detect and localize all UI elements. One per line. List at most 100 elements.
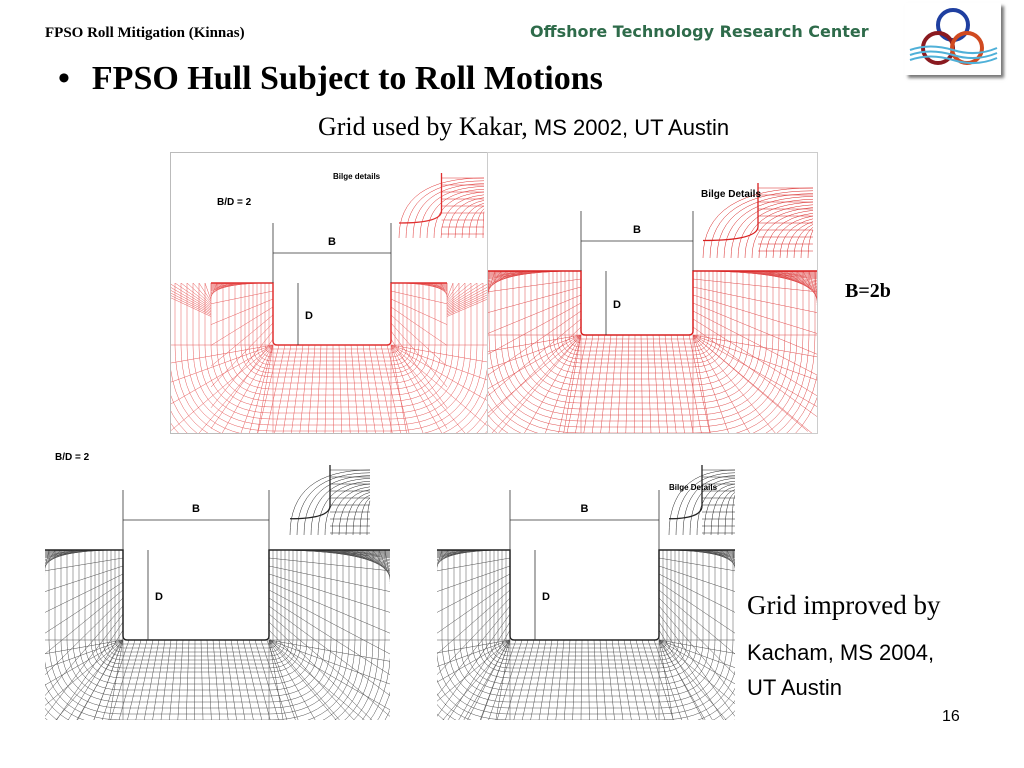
figure-kakar-1: B D B/D = 2 Bilge details	[123, 152, 541, 495]
grid-line	[344, 344, 351, 434]
grid-line	[210, 330, 274, 408]
grid-line	[185, 639, 190, 721]
grid-line	[157, 344, 274, 442]
inset-line	[345, 492, 371, 536]
grid-contour	[436, 549, 736, 645]
inset-line	[366, 500, 371, 536]
grid-line	[210, 322, 274, 388]
grid-line	[218, 639, 229, 721]
grid-contour	[487, 270, 818, 356]
inset-hull-corner	[398, 173, 443, 224]
grid-line	[647, 639, 674, 721]
grid-line	[291, 344, 304, 434]
grid-contour	[487, 270, 818, 344]
inset-line	[758, 210, 814, 259]
inset-line	[331, 486, 371, 536]
subtitle-sans: MS 2002, UT Austin	[527, 115, 730, 140]
inset-line	[352, 494, 371, 536]
grid-contour	[210, 282, 448, 396]
grid-line	[658, 581, 736, 634]
grid-line	[176, 344, 274, 461]
grid-line	[118, 639, 142, 721]
grid-contour	[44, 549, 391, 649]
grid-line	[265, 344, 286, 434]
bilge-detail-inset	[668, 469, 736, 536]
grid-line	[692, 294, 818, 334]
grid-line	[48, 639, 124, 768]
grid-contour	[44, 549, 391, 679]
inset-hull-corner	[702, 183, 759, 242]
grid-line	[200, 639, 204, 721]
grid-line	[436, 605, 511, 696]
grid-contour	[435, 549, 736, 715]
grid-line	[368, 344, 385, 434]
label-d: D	[542, 591, 550, 603]
grid-line	[676, 334, 694, 434]
grid-line	[206, 639, 212, 721]
grid-line	[436, 621, 511, 738]
grid-line	[629, 639, 649, 721]
grid-line	[692, 334, 824, 411]
grid-line	[390, 344, 488, 461]
grid-line	[44, 557, 124, 572]
grid-line	[350, 344, 359, 434]
grid-line	[587, 639, 590, 721]
label-d: D	[155, 591, 163, 603]
inset-line	[440, 194, 485, 239]
grid-line	[692, 310, 818, 376]
grid-line	[268, 621, 391, 738]
grid-line	[623, 639, 641, 721]
grid-line	[653, 639, 683, 721]
grid-line	[593, 639, 599, 721]
grid-line	[224, 639, 237, 721]
inset-line	[702, 187, 814, 259]
inset-line	[689, 478, 736, 536]
inset-line	[807, 229, 814, 259]
grid-line	[488, 639, 517, 721]
grid-contour	[44, 549, 391, 653]
page-number: 16	[942, 708, 960, 725]
grid-line	[44, 621, 124, 738]
hull-interior	[273, 153, 391, 345]
grid-line	[640, 334, 643, 434]
grid-line	[664, 334, 677, 434]
inset-line	[793, 224, 814, 259]
grid-line	[212, 639, 221, 721]
grid-contour	[210, 282, 448, 362]
grid-line	[658, 573, 736, 613]
grid-line	[379, 639, 511, 716]
subtitle-serif: Grid used by Kakar,	[318, 112, 528, 141]
grid-line	[625, 334, 630, 434]
bilge-detail-inset	[398, 177, 485, 239]
grid-line	[692, 302, 818, 355]
grid-line	[44, 581, 124, 634]
bullet: •	[58, 60, 70, 97]
grid-line	[692, 334, 790, 451]
grid-line	[390, 338, 448, 429]
grid-line	[513, 639, 535, 721]
label-bilge: Bilge details	[333, 172, 381, 181]
b-equals-2b: B=2b	[845, 280, 891, 302]
grid-line	[575, 334, 594, 434]
grid-line	[44, 613, 124, 717]
inset-line	[461, 202, 485, 239]
grid-line	[307, 344, 316, 434]
grid-line	[558, 334, 582, 434]
grid-line	[646, 334, 652, 434]
grid-line	[338, 344, 343, 434]
grid-line	[177, 639, 184, 721]
grid-line	[563, 639, 571, 721]
grid-contour	[487, 270, 818, 364]
grid-contour	[487, 270, 818, 368]
inset-line	[433, 191, 485, 239]
grid-contour	[487, 270, 818, 422]
air-right	[391, 153, 487, 283]
grid-line	[692, 334, 835, 387]
grid-line	[152, 639, 166, 721]
grid-line	[131, 344, 274, 397]
inset-line	[730, 198, 814, 259]
slide-title: • FPSO Hull Subject to Roll Motions	[58, 60, 603, 98]
grid-line	[44, 597, 124, 675]
grid-line	[230, 639, 246, 721]
grid-line	[487, 294, 582, 334]
